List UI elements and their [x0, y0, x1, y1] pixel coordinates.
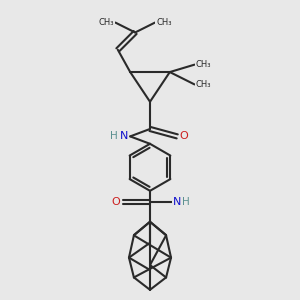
Text: CH₃: CH₃	[196, 60, 211, 69]
Text: N: N	[120, 131, 128, 141]
Text: CH₃: CH₃	[196, 80, 211, 89]
Text: H: H	[182, 197, 190, 207]
Text: O: O	[112, 197, 120, 207]
Text: N: N	[173, 197, 182, 207]
Text: H: H	[110, 131, 118, 141]
Text: CH₃: CH₃	[156, 18, 172, 27]
Text: CH₃: CH₃	[99, 18, 114, 27]
Text: O: O	[180, 131, 188, 141]
